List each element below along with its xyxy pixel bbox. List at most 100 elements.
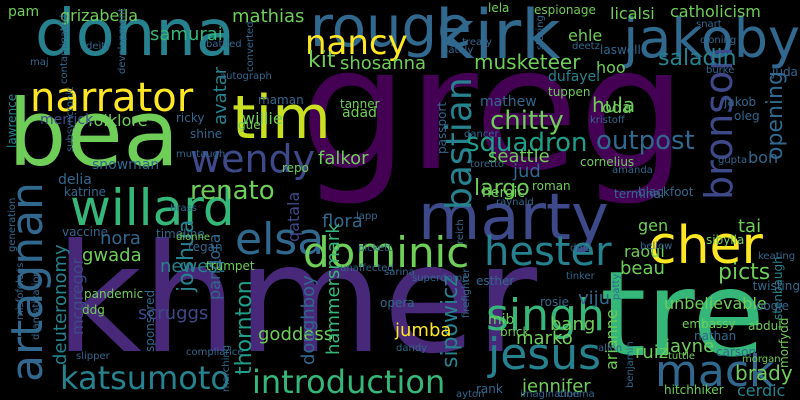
- word-arianne: arianne: [602, 309, 621, 370]
- word-lela: lela: [488, 1, 510, 15]
- word-gen: gen: [638, 216, 669, 235]
- word-embassy: embassy: [682, 317, 736, 331]
- word-greg: greg: [300, 11, 687, 209]
- word-maj: maj: [30, 57, 49, 68]
- word-sponsored: sponsored: [143, 289, 157, 352]
- word-passport: passport: [435, 101, 449, 154]
- word-nancy: nancy: [305, 23, 408, 63]
- word-opera: opera: [380, 296, 415, 310]
- word-patty: patty: [611, 273, 622, 300]
- word-tim: tim: [232, 83, 331, 153]
- word-katsumoto: katsumoto: [60, 359, 230, 397]
- word-oogie: oogie: [756, 299, 790, 313]
- word-deetz: deetz: [572, 41, 600, 52]
- word-hoo: hoo: [596, 58, 626, 77]
- word-heroic: heroic: [482, 185, 526, 201]
- word-vaccine: vaccine: [62, 225, 108, 239]
- word-dancer: dancer: [464, 129, 499, 140]
- word-outpost: outpost: [596, 126, 695, 156]
- word-lawrence: lawrence: [5, 93, 19, 148]
- word-merrick: merrick: [40, 112, 94, 128]
- word-tre: tre: [600, 245, 765, 383]
- word-amanda: amanda: [612, 165, 653, 176]
- word-tinker: tinker: [566, 271, 595, 282]
- word-jud: jud: [513, 161, 541, 182]
- word-unbelievable: unbelievable: [664, 294, 767, 313]
- word-delia: delia: [58, 172, 92, 188]
- word-goddess: goddess: [258, 324, 334, 345]
- word-grizabella: grizabella: [60, 6, 139, 25]
- word-hitchhiker: hitchhiker: [664, 383, 724, 397]
- word-raoul: raoul: [624, 242, 665, 261]
- word-rosie: rosie: [540, 295, 569, 309]
- word-staring: staring: [535, 15, 546, 50]
- word-marty: marty: [418, 181, 609, 255]
- word-tanner: tanner: [340, 97, 380, 111]
- word-kit: kit: [308, 48, 336, 73]
- word-licalsi: licalsi: [610, 4, 655, 23]
- word-cher: cher: [648, 216, 763, 276]
- word-saladin: saladin: [658, 46, 737, 71]
- word-introduction: introduction: [252, 363, 446, 400]
- word-cinema: cinema: [558, 389, 595, 400]
- word-marko: marko: [516, 328, 573, 349]
- word-narrator: narrator: [30, 75, 194, 121]
- word-snart: snart: [696, 19, 722, 30]
- word-raynald: raynald: [496, 197, 534, 208]
- word-catholicism: catholicism: [670, 2, 761, 21]
- word-dramatization: dramatization: [31, 270, 42, 340]
- word-firefighter: firefighter: [461, 268, 472, 318]
- word-marching: marching: [221, 344, 232, 392]
- word-esther: esther: [476, 274, 515, 288]
- word-bellow: bellow: [640, 241, 673, 252]
- word-donna: donna: [35, 0, 236, 71]
- word-pandemic: pandemic: [84, 287, 144, 301]
- word-repo: repo: [282, 161, 310, 175]
- word-gwada: gwada: [82, 245, 142, 266]
- word-hula: hula: [592, 93, 636, 117]
- word-misfofelees: misfofelees: [15, 262, 26, 320]
- word-compliance: compliance: [186, 347, 244, 358]
- word-ayton: ayton: [456, 389, 485, 400]
- word-dionne: dionne: [176, 232, 211, 243]
- word-autograph: autograph: [220, 71, 272, 82]
- word-oleg: oleg: [734, 109, 760, 123]
- word-keating: keating: [758, 251, 796, 262]
- word-bea: bea: [8, 80, 180, 187]
- word-tuppen: tuppen: [548, 85, 591, 99]
- word-folklore: folklore: [88, 111, 148, 130]
- word-oda: oda: [602, 98, 632, 117]
- word-pickett: pickett: [358, 243, 393, 254]
- word-superdome: superdome: [412, 273, 469, 284]
- word-chitty: chitty: [490, 106, 564, 136]
- word-slipper: slipper: [76, 351, 110, 362]
- word-brady: brady: [735, 361, 793, 385]
- word-nathan: nathan: [694, 329, 737, 343]
- word-brick: brick: [500, 325, 530, 339]
- word-renato: renato: [190, 176, 275, 206]
- word-burke: burke: [706, 65, 735, 76]
- word-flora: flora: [322, 211, 363, 232]
- word-cornelius: cornelius: [580, 155, 635, 169]
- word-benjamin: benjamin: [625, 341, 636, 388]
- word-toretto: toretto: [470, 159, 505, 170]
- word-ehle: ehle: [568, 26, 603, 45]
- word-hester: hester: [484, 229, 612, 275]
- word-bang: bang: [550, 314, 596, 335]
- word-ricky: ricky: [176, 111, 205, 125]
- word-reich: reich: [455, 219, 466, 244]
- word-generation: generation: [7, 197, 18, 252]
- word-khmer: khmer: [55, 213, 538, 387]
- word-battled: battled: [206, 39, 242, 50]
- word-dufayel: dufayel: [548, 69, 601, 85]
- word-samurai: samurai: [150, 24, 223, 45]
- word-snowman: snowman: [92, 157, 160, 173]
- word-willard: willard: [70, 179, 235, 237]
- word-murtaugh: murtaugh: [176, 149, 226, 160]
- word-gue: gue: [238, 118, 261, 132]
- word-cerdic: cerdic: [737, 381, 786, 400]
- word-sibylla: sibylla: [706, 233, 745, 247]
- word-timeline: timeline: [156, 227, 205, 241]
- word-kristoff: kristoff: [590, 115, 625, 126]
- word-mathew: mathew: [480, 94, 537, 110]
